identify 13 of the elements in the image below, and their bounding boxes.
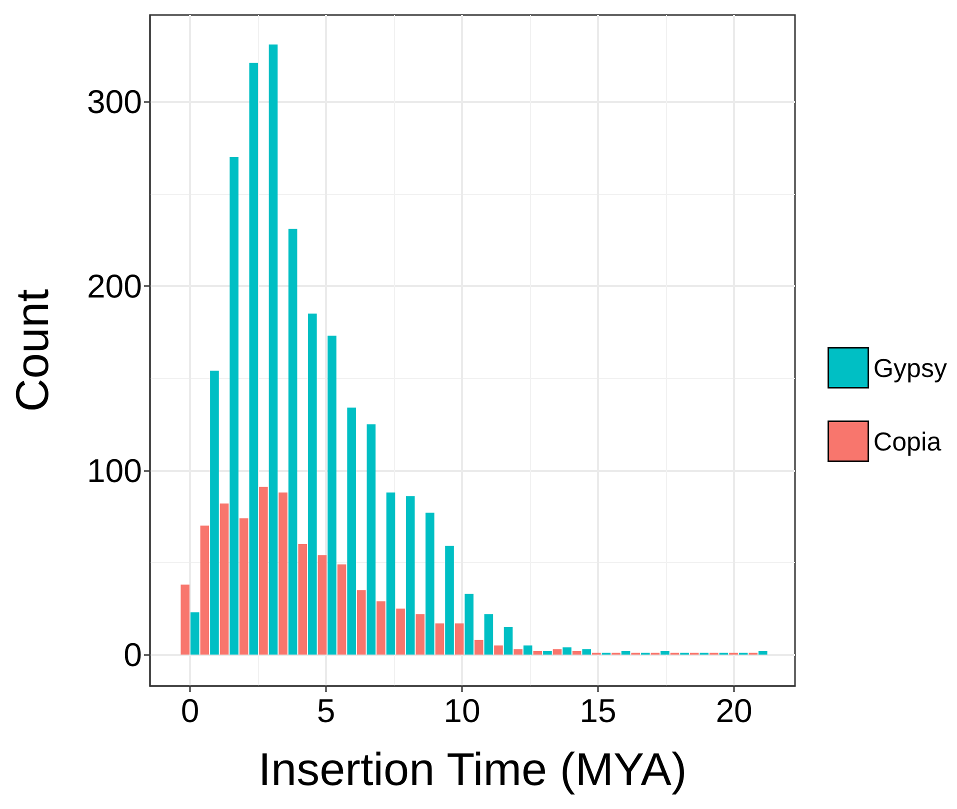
- x-tick-label: 0: [180, 692, 200, 729]
- legend-label: Gypsy: [873, 352, 948, 383]
- y-tick-label: 200: [86, 267, 142, 304]
- y-tick-label: 0: [124, 636, 142, 674]
- legend-label: Copia: [873, 426, 942, 456]
- x-axis-title: Insertion Time (MYA): [258, 743, 687, 795]
- x-tick-label: 15: [580, 692, 616, 729]
- y-tick-label: 300: [86, 83, 142, 120]
- x-tick-label: 20: [716, 692, 752, 729]
- x-tick-label: 5: [316, 692, 336, 729]
- y-axis-title: Count: [6, 288, 58, 412]
- y-tick-label: 100: [86, 452, 142, 489]
- x-tick-label: 10: [444, 692, 480, 729]
